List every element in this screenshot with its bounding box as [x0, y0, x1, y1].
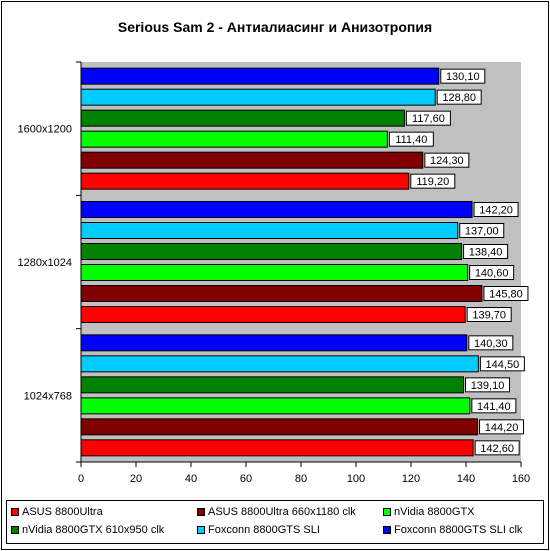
x-tick-label: 40	[185, 473, 197, 485]
legend-label: nVidia 8800GTX	[394, 506, 475, 518]
bar	[80, 172, 410, 190]
data-label-box	[465, 377, 511, 393]
data-label: 140,60	[475, 268, 509, 280]
bar	[80, 397, 471, 415]
bar	[80, 439, 474, 457]
legend-swatch	[383, 508, 391, 516]
data-label: 140,30	[474, 338, 508, 350]
x-tick-label: 60	[240, 473, 252, 485]
legend-label: nVidia 8800GTX 610x950 clk	[22, 524, 165, 536]
legend: ASUS 8800Ultra ASUS 8800Ultra 660x1180 cl…	[6, 500, 544, 544]
plot-area	[81, 62, 521, 462]
legend-swatch	[383, 526, 391, 534]
bar	[80, 67, 440, 85]
data-label: 139,70	[472, 310, 506, 322]
bar	[80, 109, 405, 127]
category-label: 1600x1200	[18, 124, 72, 136]
bar	[80, 264, 469, 281]
data-label-box	[410, 173, 456, 189]
data-label: 138,40	[469, 247, 503, 259]
data-label-box	[471, 398, 517, 414]
data-label-box	[483, 286, 529, 301]
data-label-box	[463, 244, 509, 259]
chart-title: Serious Sam 2 - Антиалиасинг и Анизотроп…	[117, 19, 433, 35]
data-label-box	[440, 68, 486, 84]
data-label-box	[459, 223, 505, 238]
legend-label: ASUS 8800Ultra	[22, 506, 103, 518]
data-label: 144,20	[485, 422, 519, 434]
data-label: 141,40	[477, 401, 511, 413]
legend-swatch	[11, 526, 19, 534]
data-label-box	[466, 307, 512, 322]
bar	[80, 376, 465, 394]
category-label: 1280x1024	[18, 257, 72, 269]
data-label-box	[473, 202, 519, 217]
legend-label: Foxconn 8800GTS SLI clk	[394, 524, 523, 536]
data-label-box	[468, 335, 514, 351]
legend-item: Foxconn 8800GTS SLI clk	[383, 524, 522, 536]
legend-label: Foxconn 8800GTS SLI	[208, 524, 320, 536]
bar	[80, 334, 468, 352]
bar	[80, 306, 466, 323]
bar	[80, 151, 424, 169]
data-label-box	[436, 89, 482, 105]
data-label: 142,60	[480, 443, 514, 455]
data-label: 124,30	[430, 155, 464, 167]
data-label-box	[469, 265, 515, 280]
legend-swatch	[11, 508, 19, 516]
bar	[80, 130, 388, 148]
legend-item: Foxconn 8800GTS SLI	[197, 524, 320, 536]
x-tick-label: 80	[295, 473, 307, 485]
legend-item: ASUS 8800Ultra 660x1180 clk	[197, 506, 356, 518]
bar	[80, 88, 436, 106]
data-label: 139,10	[471, 380, 505, 392]
data-label: 128,80	[442, 92, 476, 104]
data-label: 144,50	[486, 359, 520, 371]
data-label-box	[388, 131, 434, 147]
data-label-box	[424, 152, 470, 168]
legend-swatch	[197, 508, 205, 516]
x-tick-label: 140	[457, 473, 475, 485]
bar	[80, 418, 479, 436]
legend-item: nVidia 8800GTX	[383, 506, 475, 518]
data-label: 119,20	[416, 176, 449, 188]
x-tick-label: 20	[130, 473, 142, 485]
data-label: 145,80	[489, 289, 523, 301]
legend-item: ASUS 8800Ultra	[11, 506, 103, 518]
bar	[80, 222, 459, 239]
x-tick-label: 100	[347, 473, 365, 485]
category-label: 1024x768	[24, 390, 72, 402]
data-label-box	[474, 440, 520, 456]
data-label-box	[479, 356, 525, 372]
bar	[80, 285, 483, 302]
legend-swatch	[197, 526, 205, 534]
bar	[80, 355, 479, 373]
legend-label: ASUS 8800Ultra 660x1180 clk	[208, 506, 356, 518]
data-label-box	[479, 419, 525, 435]
data-label: 111,40	[395, 134, 427, 146]
data-label: 130,10	[446, 71, 480, 83]
x-tick-label: 120	[402, 473, 420, 485]
x-tick-label: 0	[78, 473, 84, 485]
x-tick-label: 160	[512, 473, 530, 485]
data-label-box	[405, 110, 451, 126]
data-label: 137,00	[465, 226, 499, 238]
bar	[80, 201, 473, 218]
bar	[80, 243, 463, 260]
data-label: 117,60	[412, 113, 445, 125]
data-label: 142,20	[479, 205, 513, 217]
legend-item: nVidia 8800GTX 610x950 clk	[11, 524, 164, 536]
